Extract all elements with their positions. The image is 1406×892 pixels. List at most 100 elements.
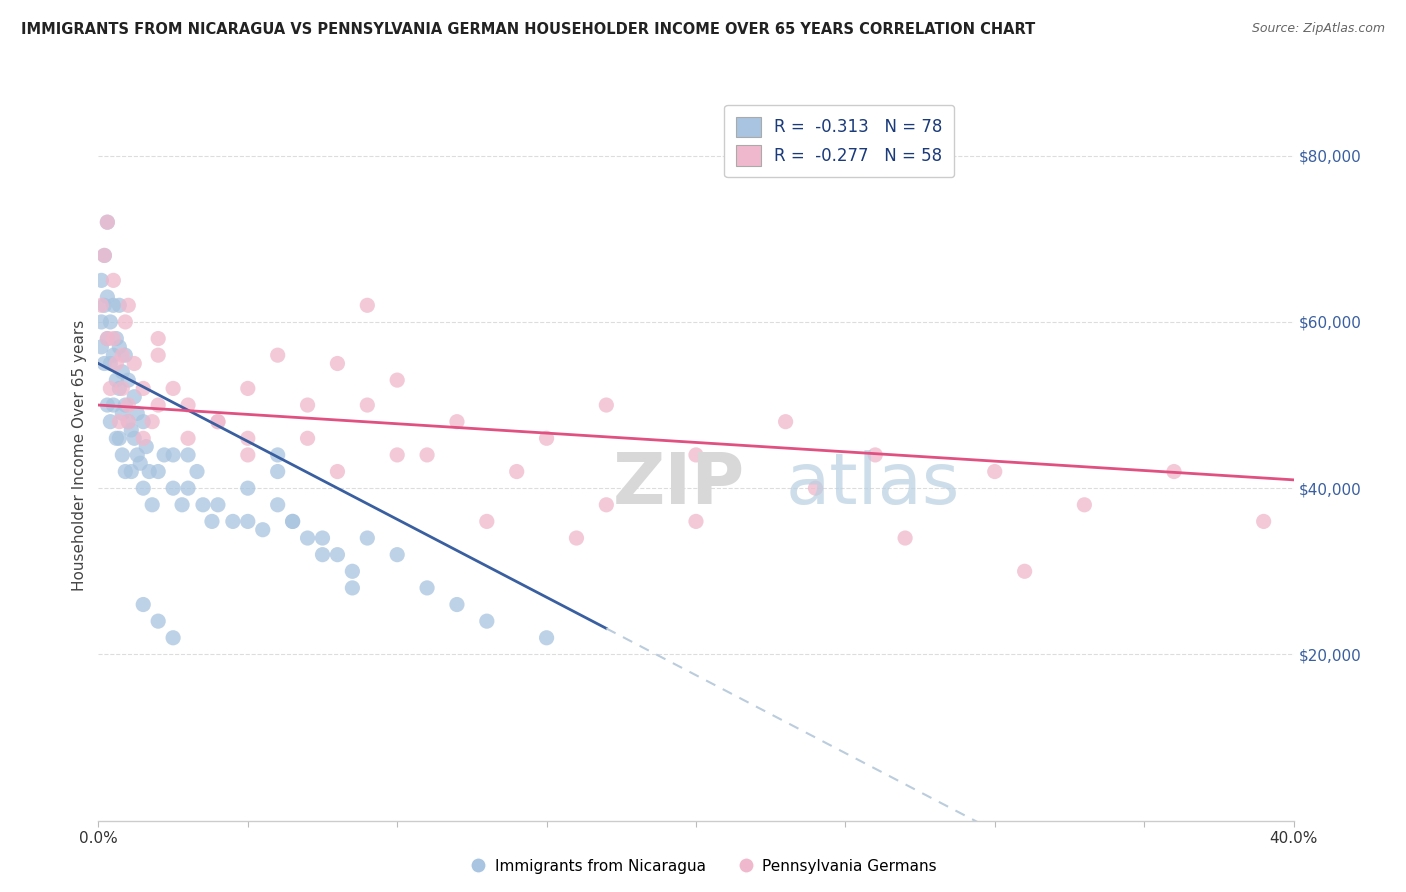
Point bbox=[90, 273, 112, 287]
Point bbox=[103, 332, 125, 346]
Point bbox=[148, 332, 170, 346]
Point bbox=[297, 398, 319, 412]
Legend: Immigrants from Nicaragua, Pennsylvania Germans: Immigrants from Nicaragua, Pennsylvania … bbox=[463, 853, 943, 880]
Point bbox=[162, 631, 184, 645]
Point bbox=[177, 398, 200, 412]
Point bbox=[138, 465, 160, 479]
Point bbox=[132, 598, 155, 612]
Point bbox=[385, 548, 409, 562]
Point bbox=[356, 531, 378, 545]
Point bbox=[446, 415, 468, 429]
Point bbox=[267, 348, 290, 362]
Point bbox=[108, 381, 131, 395]
Point bbox=[124, 390, 146, 404]
Point bbox=[114, 348, 136, 362]
Point bbox=[1073, 498, 1095, 512]
Point bbox=[177, 431, 200, 445]
Point bbox=[108, 431, 131, 445]
Point bbox=[236, 448, 259, 462]
Point bbox=[446, 598, 468, 612]
Point bbox=[1163, 465, 1185, 479]
Point bbox=[93, 248, 115, 262]
Text: Source: ZipAtlas.com: Source: ZipAtlas.com bbox=[1251, 22, 1385, 36]
Point bbox=[98, 356, 122, 371]
Point bbox=[281, 515, 304, 529]
Point bbox=[103, 348, 125, 362]
Point bbox=[565, 531, 588, 545]
Point bbox=[103, 398, 125, 412]
Point bbox=[114, 398, 136, 412]
Point bbox=[117, 415, 139, 429]
Point bbox=[148, 614, 170, 628]
Point bbox=[93, 248, 115, 262]
Point bbox=[385, 448, 409, 462]
Point bbox=[267, 465, 290, 479]
Point bbox=[108, 298, 131, 312]
Point bbox=[685, 448, 707, 462]
Point bbox=[148, 348, 170, 362]
Point bbox=[114, 465, 136, 479]
Point bbox=[475, 515, 498, 529]
Point bbox=[506, 465, 529, 479]
Point bbox=[236, 431, 259, 445]
Point bbox=[98, 381, 122, 395]
Point bbox=[90, 298, 112, 312]
Point bbox=[111, 365, 134, 379]
Point bbox=[90, 315, 112, 329]
Point bbox=[177, 481, 200, 495]
Point bbox=[236, 381, 259, 395]
Point bbox=[162, 448, 184, 462]
Point bbox=[108, 340, 131, 354]
Point bbox=[186, 465, 208, 479]
Point bbox=[475, 614, 498, 628]
Point bbox=[117, 415, 139, 429]
Point bbox=[96, 215, 118, 229]
Point bbox=[103, 273, 125, 287]
Point bbox=[326, 356, 349, 371]
Point bbox=[132, 415, 155, 429]
Point bbox=[267, 448, 290, 462]
Point bbox=[536, 431, 558, 445]
Point bbox=[685, 515, 707, 529]
Point bbox=[120, 423, 142, 437]
Point bbox=[595, 398, 617, 412]
Point bbox=[207, 415, 229, 429]
Point bbox=[124, 356, 146, 371]
Point bbox=[342, 564, 364, 578]
Point bbox=[356, 398, 378, 412]
Point bbox=[222, 515, 245, 529]
Point bbox=[117, 298, 139, 312]
Point bbox=[342, 581, 364, 595]
Point bbox=[236, 481, 259, 495]
Text: atlas: atlas bbox=[786, 450, 960, 518]
Point bbox=[141, 498, 163, 512]
Point bbox=[124, 431, 146, 445]
Point bbox=[132, 431, 155, 445]
Point bbox=[127, 406, 149, 420]
Point bbox=[93, 356, 115, 371]
Point bbox=[132, 481, 155, 495]
Point bbox=[595, 498, 617, 512]
Point bbox=[98, 415, 122, 429]
Point bbox=[105, 431, 128, 445]
Point bbox=[108, 415, 131, 429]
Point bbox=[129, 456, 152, 470]
Point bbox=[141, 415, 163, 429]
Point bbox=[297, 431, 319, 445]
Point bbox=[105, 373, 128, 387]
Point bbox=[93, 298, 115, 312]
Point bbox=[416, 581, 439, 595]
Point bbox=[96, 398, 118, 412]
Point bbox=[416, 448, 439, 462]
Point bbox=[865, 448, 887, 462]
Text: ZIP: ZIP bbox=[613, 450, 745, 518]
Point bbox=[207, 498, 229, 512]
Point bbox=[96, 290, 118, 304]
Point bbox=[1014, 564, 1036, 578]
Point bbox=[297, 531, 319, 545]
Y-axis label: Householder Income Over 65 years: Householder Income Over 65 years bbox=[72, 319, 87, 591]
Point bbox=[114, 315, 136, 329]
Point bbox=[984, 465, 1007, 479]
Point bbox=[267, 498, 290, 512]
Legend: R =  -0.313   N = 78, R =  -0.277   N = 58: R = -0.313 N = 78, R = -0.277 N = 58 bbox=[724, 105, 955, 178]
